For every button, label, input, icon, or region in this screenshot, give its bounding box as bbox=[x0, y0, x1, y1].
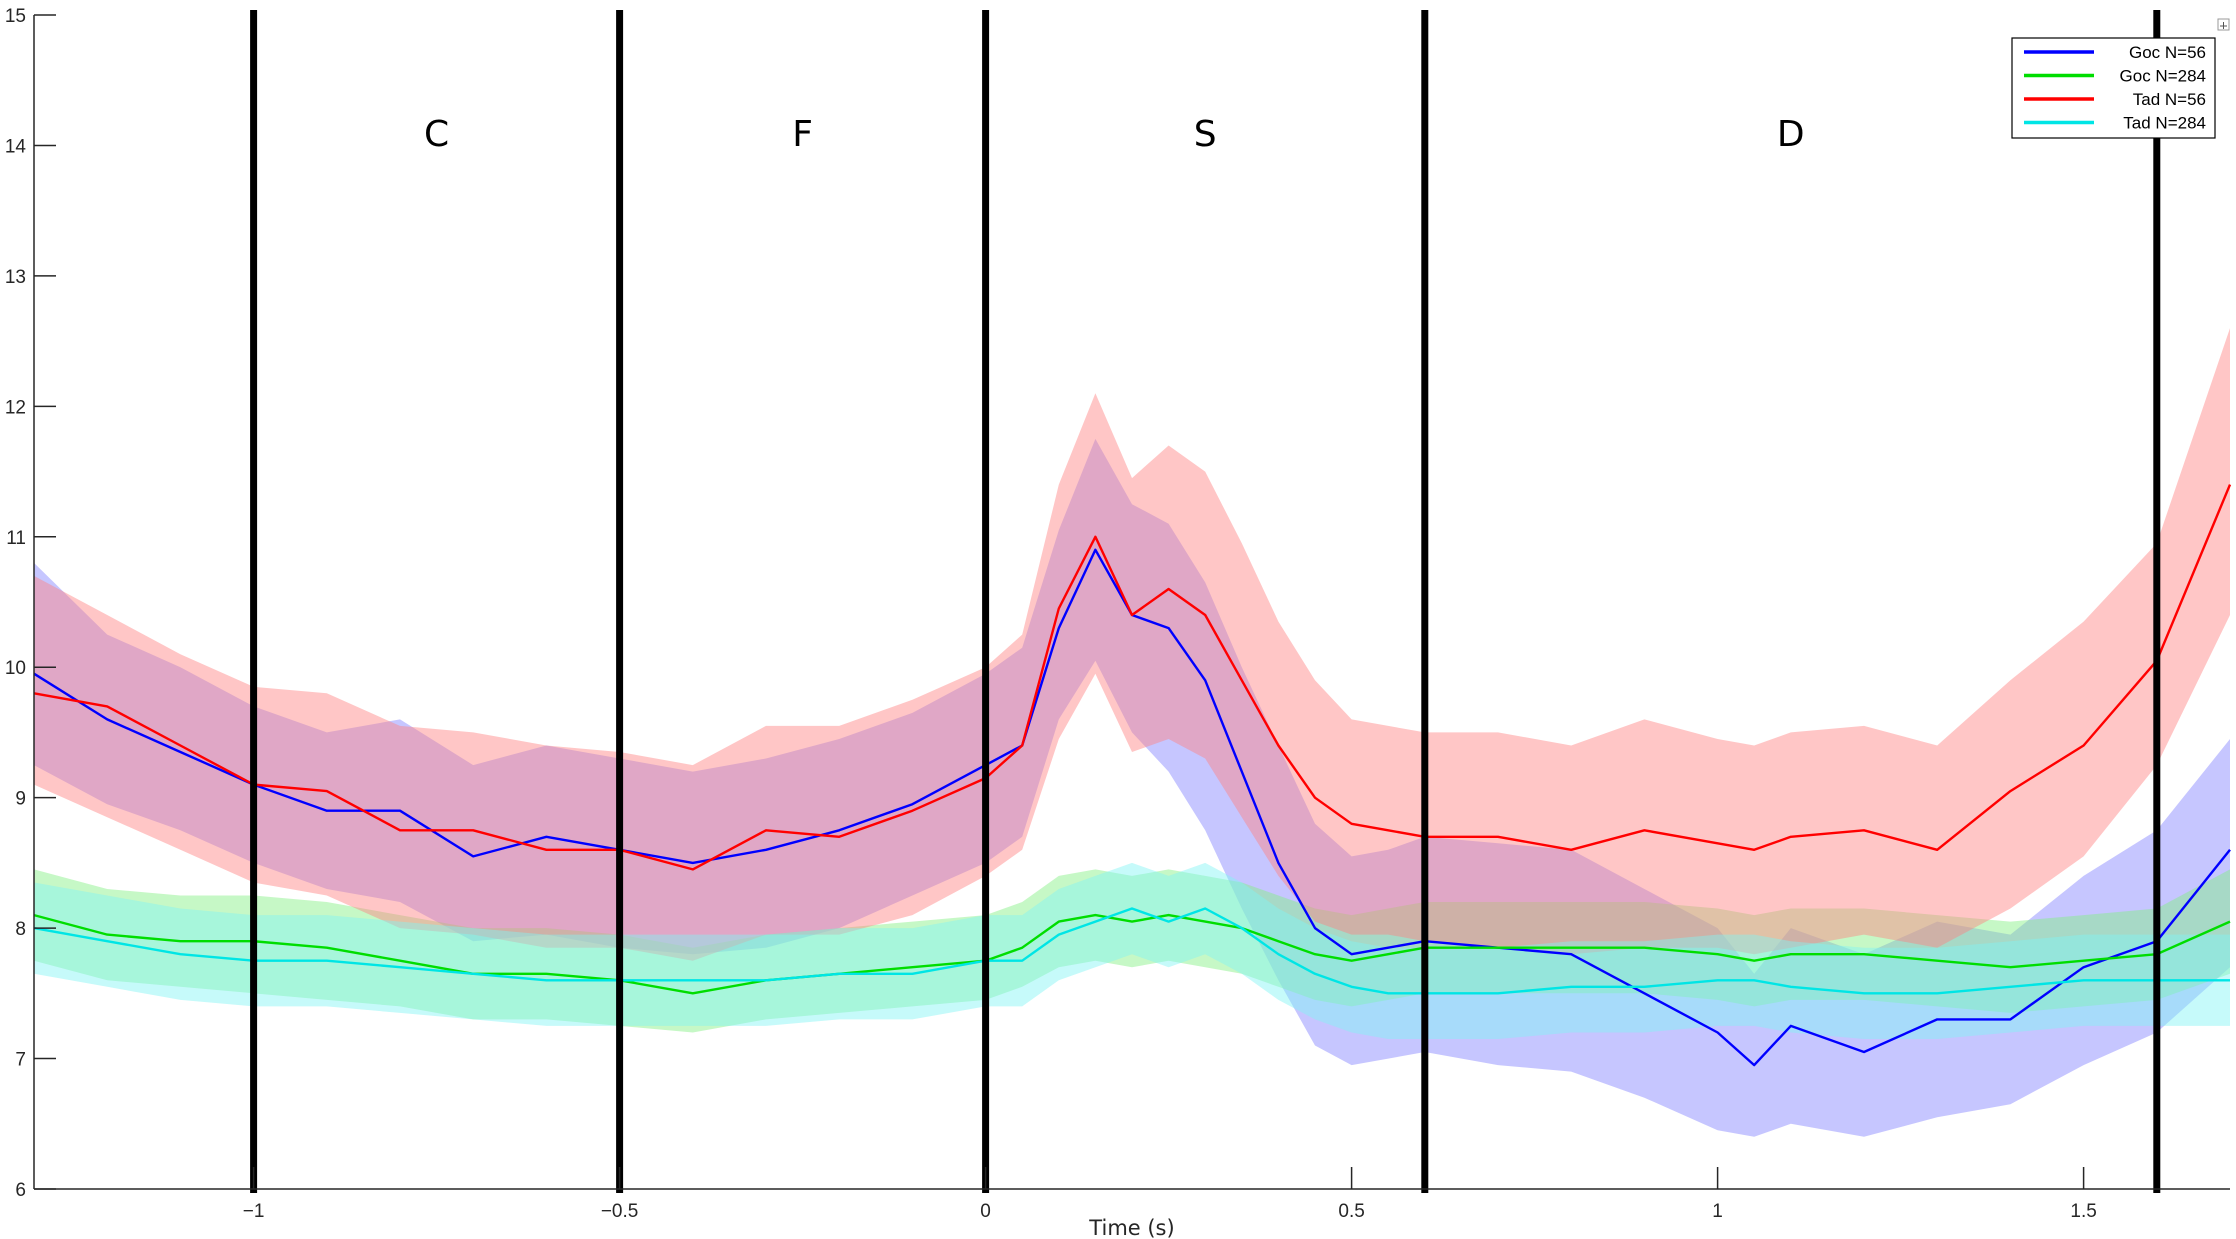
legend-label-tad-n-284: Tad N=284 bbox=[2123, 114, 2206, 133]
legend-label-goc-n-284: Goc N=284 bbox=[2120, 67, 2206, 86]
y-tick-label: 7 bbox=[15, 1050, 26, 1071]
band-goc-n-284 bbox=[34, 869, 2230, 1033]
y-tick-label: 8 bbox=[15, 919, 26, 940]
y-tick-label: 15 bbox=[5, 6, 26, 27]
series-line-tad-n-284 bbox=[33, 907, 2230, 995]
band-tad-n-284 bbox=[34, 862, 2230, 1039]
legend-label-goc-n-56: Goc N=56 bbox=[2129, 43, 2206, 62]
band-goc-n-56 bbox=[34, 438, 2230, 1137]
x-tick-label: 0.5 bbox=[1338, 1201, 1364, 1222]
export-icon[interactable] bbox=[2217, 18, 2230, 31]
confidence-bands bbox=[34, 328, 2230, 1137]
x-tick-label: 1.5 bbox=[2070, 1201, 2096, 1222]
phase-label-c: C bbox=[424, 114, 449, 155]
legend: Goc N=56 Goc N=284 Tad N=56 Tad N=284 bbox=[2011, 37, 2216, 139]
y-ticks: 6 7 8 9 10 11 12 13 14 15 bbox=[5, 6, 56, 1201]
x-tick-label: 1 bbox=[1712, 1201, 1723, 1222]
series-lines bbox=[33, 484, 2232, 1067]
x-tick-label: −1 bbox=[243, 1201, 265, 1222]
phase-label-d: D bbox=[1777, 114, 1805, 155]
x-tick-label: 0 bbox=[980, 1201, 991, 1222]
y-tick-label: 9 bbox=[15, 789, 26, 810]
legend-label-tad-n-56: Tad N=56 bbox=[2133, 90, 2206, 109]
x-ticks: −1 −0.5 0 0.5 1 1.5 bbox=[243, 1167, 2097, 1222]
x-axis-label: Time (s) bbox=[1088, 1216, 1174, 1239]
band-tad-n-56 bbox=[34, 328, 2230, 961]
phase-boundaries bbox=[250, 10, 2161, 1193]
phase-label-s: S bbox=[1194, 114, 1217, 155]
series-line-goc-n-56 bbox=[33, 548, 2231, 1067]
y-tick-label: 12 bbox=[5, 397, 26, 418]
y-tick-label: 10 bbox=[5, 658, 26, 679]
y-tick-label: 11 bbox=[6, 528, 26, 549]
y-tick-label: 13 bbox=[5, 267, 26, 288]
x-tick-label: −0.5 bbox=[601, 1201, 639, 1222]
y-tick-label: 6 bbox=[15, 1180, 26, 1201]
series-line-tad-n-56 bbox=[33, 484, 2232, 871]
phase-label-f: F bbox=[792, 114, 813, 155]
axes bbox=[33, 15, 2230, 1190]
y-tick-label: 14 bbox=[5, 136, 27, 157]
